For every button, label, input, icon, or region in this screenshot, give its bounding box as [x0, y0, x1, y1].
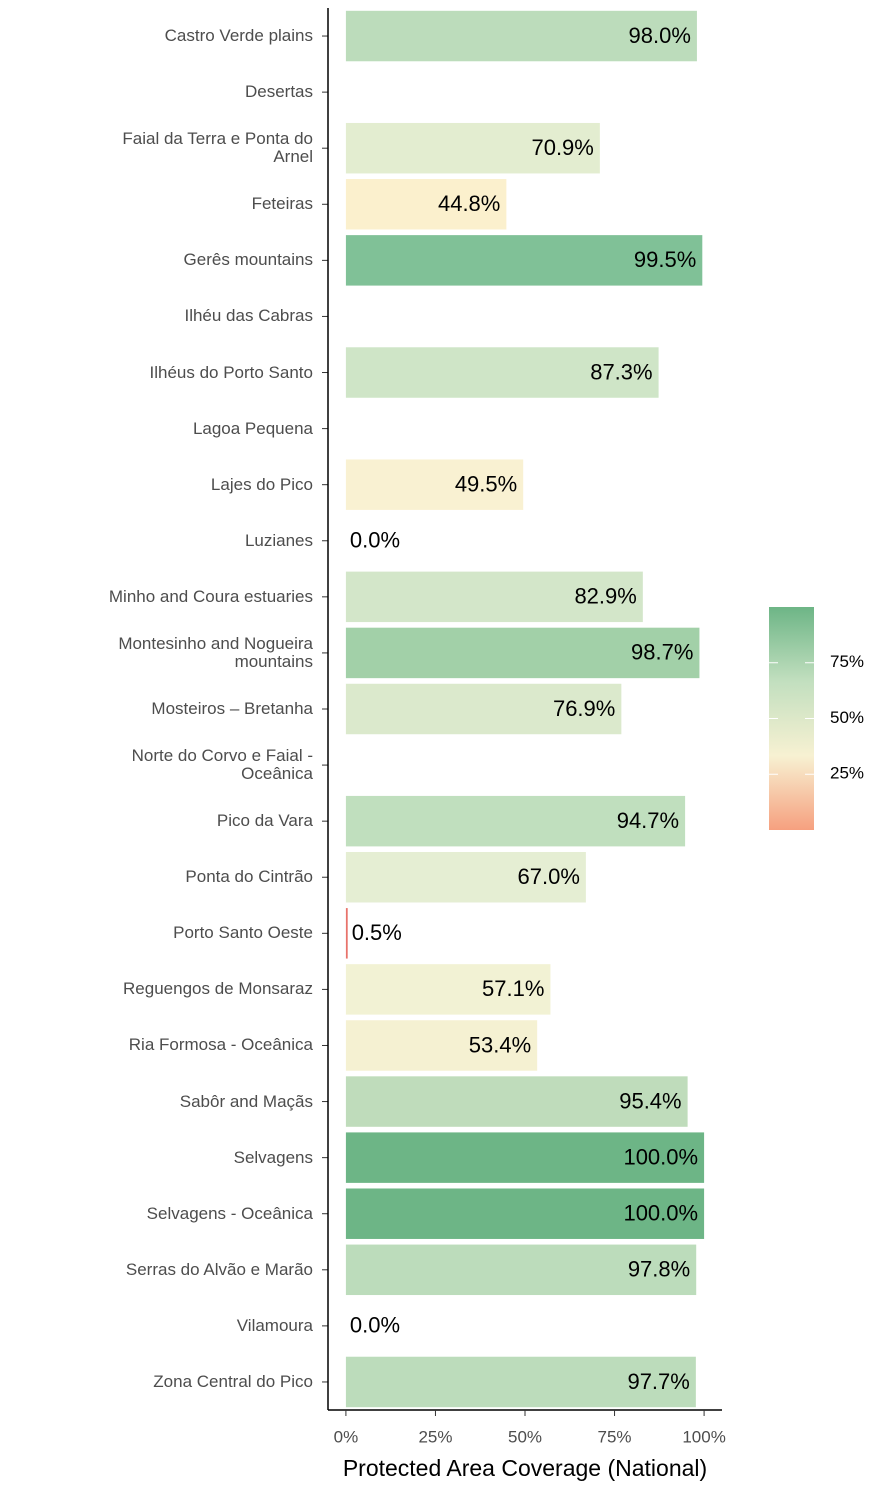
- value-label: 53.4%: [469, 1032, 531, 1057]
- bar: [345, 122, 600, 174]
- value-label: 98.7%: [631, 640, 693, 665]
- value-label: 57.1%: [482, 976, 544, 1001]
- y-tick-label: Feteiras: [251, 194, 313, 214]
- bar: [345, 10, 697, 62]
- value-label: 76.9%: [553, 696, 615, 721]
- legend-label: 50%: [830, 708, 864, 727]
- x-axis-title: Protected Area Coverage (National): [343, 1455, 707, 1481]
- bar: [345, 852, 586, 903]
- bar: [345, 179, 507, 230]
- y-tick-label: Selvagens: [233, 1147, 313, 1167]
- y-tick-label: Lagoa Pequena: [192, 418, 313, 438]
- y-tick-label: Pico da Vara: [216, 811, 313, 831]
- y-tick-label: Faial da Terra e Ponta do Arnel: [122, 129, 313, 167]
- bar: [345, 1244, 697, 1296]
- value-label: 95.4%: [619, 1088, 681, 1113]
- y-tick-label: Selvagens - Oceânica: [146, 1203, 313, 1223]
- y-tick-label: Gerês mountains: [183, 250, 313, 270]
- bar: [345, 627, 700, 679]
- bar: [345, 1076, 688, 1127]
- value-label: 97.8%: [628, 1257, 690, 1282]
- value-label: 44.8%: [438, 191, 500, 216]
- y-tick-label: Norte do Corvo e Faial - Oceânica: [131, 746, 313, 784]
- value-label: 99.5%: [634, 247, 696, 272]
- y-tick-label: Vilamoura: [236, 1315, 313, 1335]
- y-tick-label: Ponta do Cintrão: [185, 867, 313, 887]
- value-label: 87.3%: [590, 359, 652, 384]
- value-label: 49.5%: [455, 471, 517, 496]
- y-tick-label: Sabôr and Maçãs: [179, 1091, 313, 1111]
- bar: [345, 964, 551, 1015]
- value-label: 100.0%: [623, 1144, 698, 1169]
- bar: [345, 908, 348, 959]
- y-tick-label: Minho and Coura estuaries: [108, 586, 313, 606]
- value-label: 98.0%: [629, 23, 691, 48]
- value-label: 67.0%: [518, 864, 580, 889]
- bar: [345, 1356, 696, 1408]
- bar: [345, 683, 622, 735]
- x-tick-label: 0%: [334, 1427, 359, 1446]
- y-tick-label: Castro Verde plains: [164, 26, 313, 46]
- x-tick-label: 100%: [682, 1427, 725, 1446]
- y-tick-label: Mosteiros – Bretanha: [151, 699, 313, 718]
- bar: [345, 1188, 705, 1239]
- y-tick-label: Desertas: [244, 82, 313, 102]
- y-tick-label: Reguengos de Monsaraz: [123, 979, 313, 999]
- y-tick-label: Lajes do Pico: [210, 474, 313, 494]
- value-label: 100.0%: [623, 1201, 698, 1226]
- bar: [345, 347, 659, 398]
- x-tick-label: 75%: [598, 1427, 632, 1446]
- y-tick-label: Porto Santo Oeste: [173, 923, 313, 943]
- y-tick-label: Ilhéus do Porto Santo: [149, 362, 313, 382]
- legend-label: 75%: [830, 652, 864, 671]
- value-label: 70.9%: [531, 135, 593, 160]
- bar: [345, 235, 703, 286]
- x-tick-label: 50%: [508, 1427, 542, 1446]
- bar: [345, 1020, 538, 1071]
- legend-label: 25%: [830, 764, 864, 783]
- x-tick-label: 25%: [418, 1427, 452, 1446]
- bar: [345, 1132, 705, 1183]
- value-label: 97.7%: [627, 1369, 689, 1394]
- value-label: 0.0%: [350, 528, 400, 553]
- bar: [345, 459, 524, 510]
- y-tick-label: Ilhéu das Cabras: [184, 306, 313, 326]
- value-label: 94.7%: [617, 808, 679, 833]
- bar: [345, 571, 643, 623]
- y-tick-label: Ria Formosa - Oceânica: [128, 1035, 313, 1055]
- value-label: 0.5%: [352, 920, 402, 945]
- value-label: 0.0%: [350, 1313, 400, 1338]
- value-label: 82.9%: [574, 584, 636, 609]
- y-tick-label: Zona Central do Pico: [153, 1371, 313, 1391]
- y-tick-label: Luzianes: [244, 530, 313, 550]
- bar: [345, 795, 686, 847]
- y-tick-label: Montesinho and Nogueira mountains: [118, 633, 313, 671]
- y-tick-label: Serras do Alvão e Marão: [125, 1259, 313, 1279]
